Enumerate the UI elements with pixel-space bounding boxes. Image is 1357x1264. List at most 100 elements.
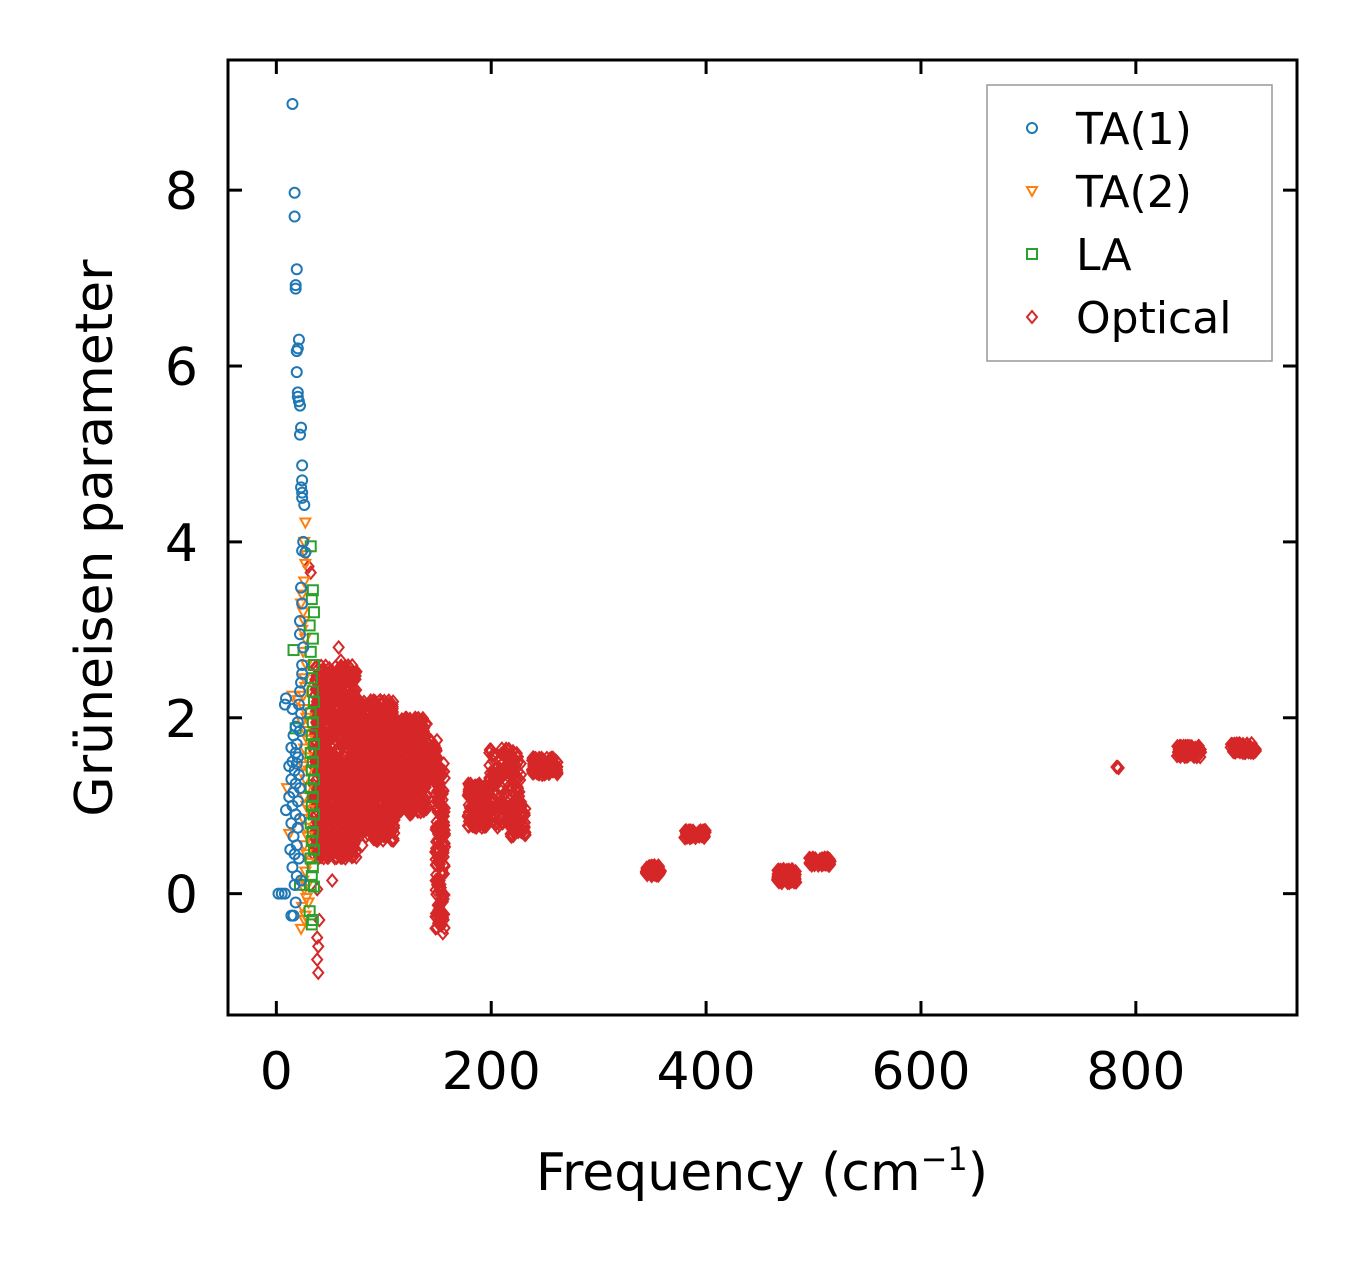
point-optical	[1182, 738, 1196, 754]
point-optical	[437, 842, 450, 858]
point-ta-1-	[286, 97, 299, 110]
point-optical	[302, 558, 315, 575]
point-optical	[466, 818, 479, 834]
point-ta-1-	[293, 685, 306, 698]
point-optical	[514, 755, 527, 772]
x-tick-label: 200	[442, 1042, 541, 1102]
point-la	[306, 861, 319, 874]
point-optical	[518, 801, 532, 817]
point-la	[307, 773, 320, 786]
point-optical	[526, 765, 539, 781]
point-la	[305, 918, 318, 931]
point-optical	[328, 689, 341, 705]
point-optical	[382, 795, 396, 811]
point-la	[307, 606, 320, 619]
legend-entry: Optical	[1025, 293, 1231, 344]
point-la	[306, 826, 319, 839]
legend-label: LA	[1076, 230, 1132, 281]
legend: TA(1) TA(2) LA Optical	[986, 84, 1273, 362]
point-ta-1-	[290, 345, 303, 358]
point-optical	[538, 766, 551, 782]
point-la	[287, 644, 300, 657]
point-optical	[311, 938, 325, 954]
series-optical	[302, 558, 1263, 981]
point-ta-1-	[295, 676, 308, 689]
point-optical	[347, 701, 361, 717]
point-optical	[359, 716, 373, 733]
point-optical	[431, 799, 445, 815]
point-optical	[322, 764, 336, 780]
point-ta-2-	[298, 774, 313, 787]
point-ta-1-	[293, 615, 306, 628]
point-optical	[324, 777, 337, 793]
point-optical	[360, 764, 374, 781]
x-tick-label: 800	[1086, 1042, 1185, 1102]
point-optical	[437, 891, 450, 907]
point-optical	[318, 719, 332, 736]
point-optical	[650, 865, 663, 881]
point-optical	[310, 881, 324, 897]
point-optical	[509, 780, 523, 796]
x-tick-label: 600	[871, 1042, 970, 1102]
point-optical	[495, 793, 509, 809]
y-tick-label: 8	[165, 162, 198, 222]
point-optical	[320, 701, 334, 717]
point-optical	[483, 792, 497, 808]
point-optical	[388, 746, 402, 762]
point-optical	[483, 770, 496, 786]
legend-entries: TA(1) TA(2) LA Optical	[1025, 104, 1231, 344]
point-optical	[420, 798, 434, 814]
point-optical	[354, 808, 367, 824]
point-optical	[349, 671, 362, 687]
point-optical	[775, 873, 788, 889]
point-la	[305, 799, 318, 812]
point-la	[307, 695, 320, 708]
point-optical	[335, 670, 349, 686]
point-optical	[508, 767, 521, 783]
point-ta-2-	[301, 897, 316, 910]
y-tick-label: 2	[165, 690, 198, 750]
point-optical	[534, 752, 548, 768]
point-ta-1-	[288, 210, 301, 223]
point-optical	[431, 872, 444, 888]
legend-marker-triangle-down	[1025, 186, 1039, 199]
point-optical	[542, 758, 556, 774]
point-optical	[404, 764, 418, 780]
point-la	[306, 632, 319, 645]
point-ta-1-	[296, 474, 309, 487]
point-optical	[365, 743, 378, 759]
point-ta-1-	[292, 852, 305, 865]
x-axis-label-superscript: −1	[921, 1140, 968, 1178]
point-ta-2-	[297, 743, 311, 756]
point-optical	[317, 726, 331, 743]
point-optical	[518, 827, 531, 843]
point-optical	[429, 873, 442, 889]
point-la	[307, 659, 320, 672]
point-optical	[435, 799, 449, 815]
point-optical	[313, 912, 326, 928]
point-optical	[511, 819, 524, 835]
point-optical	[347, 667, 361, 683]
point-ta-1-	[280, 804, 293, 817]
point-optical	[505, 747, 518, 764]
point-optical	[697, 824, 711, 840]
point-optical	[407, 721, 421, 737]
point-optical	[310, 930, 324, 946]
point-ta-1-	[296, 491, 309, 504]
point-optical	[331, 744, 345, 760]
point-optical	[339, 845, 352, 861]
point-la	[306, 584, 319, 597]
point-ta-1-	[295, 581, 308, 594]
point-optical	[413, 790, 426, 806]
point-optical	[479, 818, 493, 834]
point-optical	[325, 872, 339, 889]
point-optical	[331, 741, 344, 757]
point-optical	[411, 803, 425, 820]
point-optical	[483, 809, 497, 825]
point-optical	[462, 776, 475, 792]
point-optical	[488, 771, 501, 787]
point-ta-2-	[298, 517, 313, 530]
point-optical	[683, 830, 697, 846]
point-optical	[356, 716, 370, 732]
point-optical	[399, 710, 412, 726]
